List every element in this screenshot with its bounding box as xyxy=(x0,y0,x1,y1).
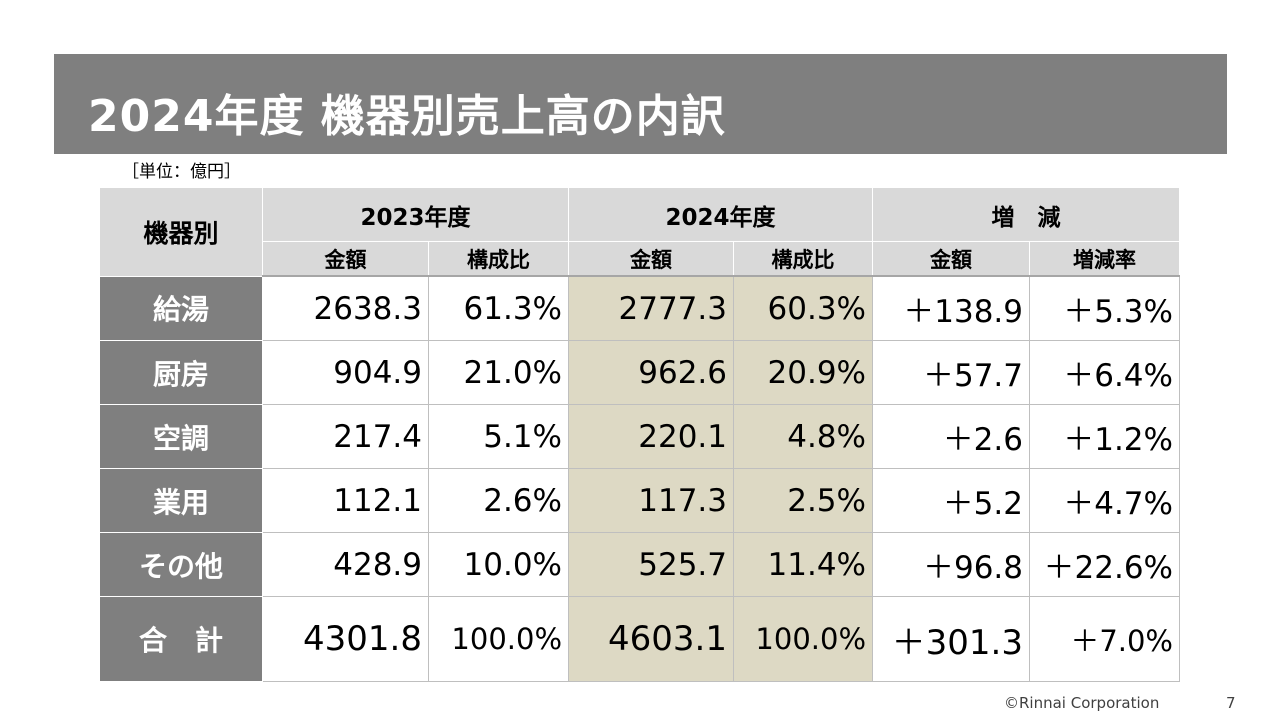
page-number: 7 xyxy=(1226,694,1236,712)
row-label: 厨房 xyxy=(99,340,263,405)
cell-amount-2024: 525.7 xyxy=(568,532,734,597)
cell-change-rate: ＋22.6% xyxy=(1029,532,1180,597)
cell-change-rate: ＋4.7% xyxy=(1029,468,1180,533)
cell-amount-2023: 4301.8 xyxy=(262,596,429,682)
sub-header: 金額 xyxy=(568,241,734,277)
sub-header: 金額 xyxy=(872,241,1030,277)
cell-amount-2023: 217.4 xyxy=(262,404,429,469)
cell-amount-2024: 4603.1 xyxy=(568,596,734,682)
table-row: 空調 217.4 5.1% 220.1 4.8% ＋2.6 ＋1.2% xyxy=(99,404,1180,469)
table-row: 厨房 904.9 21.0% 962.6 20.9% ＋57.7 ＋6.4% xyxy=(99,340,1180,405)
cell-amount-2024: 2777.3 xyxy=(568,275,734,341)
group-header-change: 増 減 xyxy=(872,187,1180,242)
group-header-2023: 2023年度 xyxy=(262,187,569,242)
cell-change-amount: ＋5.2 xyxy=(872,468,1030,533)
cell-amount-2024: 220.1 xyxy=(568,404,734,469)
sub-header: 増減率 xyxy=(1029,241,1180,277)
cell-share-2023: 2.6% xyxy=(428,468,569,533)
cell-amount-2023: 428.9 xyxy=(262,532,429,597)
cell-share-2024: 20.9% xyxy=(733,340,873,405)
cell-share-2023: 10.0% xyxy=(428,532,569,597)
table-row: 業用 112.1 2.6% 117.3 2.5% ＋5.2 ＋4.7% xyxy=(99,468,1180,533)
cell-amount-2024: 117.3 xyxy=(568,468,734,533)
row-label: 給湯 xyxy=(99,275,263,341)
cell-share-2024: 11.4% xyxy=(733,532,873,597)
unit-note: ［単位：億円］ xyxy=(122,162,241,182)
page-title: 2024年度 機器別売上高の内訳 xyxy=(88,91,726,142)
cell-change-rate: ＋6.4% xyxy=(1029,340,1180,405)
cell-change-rate: ＋5.3% xyxy=(1029,275,1180,341)
cell-change-amount: ＋57.7 xyxy=(872,340,1030,405)
row-label-total: 合 計 xyxy=(99,596,263,682)
sub-header: 構成比 xyxy=(733,241,873,277)
title-bar: 2024年度 機器別売上高の内訳 xyxy=(54,54,1227,154)
cell-change-amount: ＋138.9 xyxy=(872,275,1030,341)
sub-header: 構成比 xyxy=(428,241,569,277)
cell-share-2024: 100.0% xyxy=(733,596,873,682)
cell-amount-2023: 904.9 xyxy=(262,340,429,405)
sub-header: 金額 xyxy=(262,241,429,277)
cell-share-2023: 5.1% xyxy=(428,404,569,469)
cell-change-amount: ＋2.6 xyxy=(872,404,1030,469)
table-row-total: 合 計 4301.8 100.0% 4603.1 100.0% ＋301.3 ＋… xyxy=(99,596,1180,682)
cell-change-amount: ＋96.8 xyxy=(872,532,1030,597)
cell-share-2024: 60.3% xyxy=(733,275,873,341)
table-row: その他 428.9 10.0% 525.7 11.4% ＋96.8 ＋22.6% xyxy=(99,532,1180,597)
cell-amount-2023: 2638.3 xyxy=(262,275,429,341)
cell-change-rate: ＋1.2% xyxy=(1029,404,1180,469)
row-label: 業用 xyxy=(99,468,263,533)
cell-share-2024: 2.5% xyxy=(733,468,873,533)
category-header: 機器別 xyxy=(99,187,263,277)
sales-breakdown-table: 機器別 2023年度 2024年度 増 減 金額 構成比 金額 構成比 金額 増… xyxy=(99,187,1180,682)
group-header-2024: 2024年度 xyxy=(568,187,873,242)
cell-amount-2024: 962.6 xyxy=(568,340,734,405)
row-label: 空調 xyxy=(99,404,263,469)
cell-share-2023: 61.3% xyxy=(428,275,569,341)
table-row: 給湯 2638.3 61.3% 2777.3 60.3% ＋138.9 ＋5.3… xyxy=(99,275,1180,341)
cell-share-2023: 100.0% xyxy=(428,596,569,682)
cell-change-rate: ＋7.0% xyxy=(1029,596,1180,682)
cell-share-2024: 4.8% xyxy=(733,404,873,469)
copyright: ©Rinnai Corporation xyxy=(1004,694,1160,712)
row-label: その他 xyxy=(99,532,263,597)
cell-amount-2023: 112.1 xyxy=(262,468,429,533)
cell-share-2023: 21.0% xyxy=(428,340,569,405)
cell-change-amount: ＋301.3 xyxy=(872,596,1030,682)
